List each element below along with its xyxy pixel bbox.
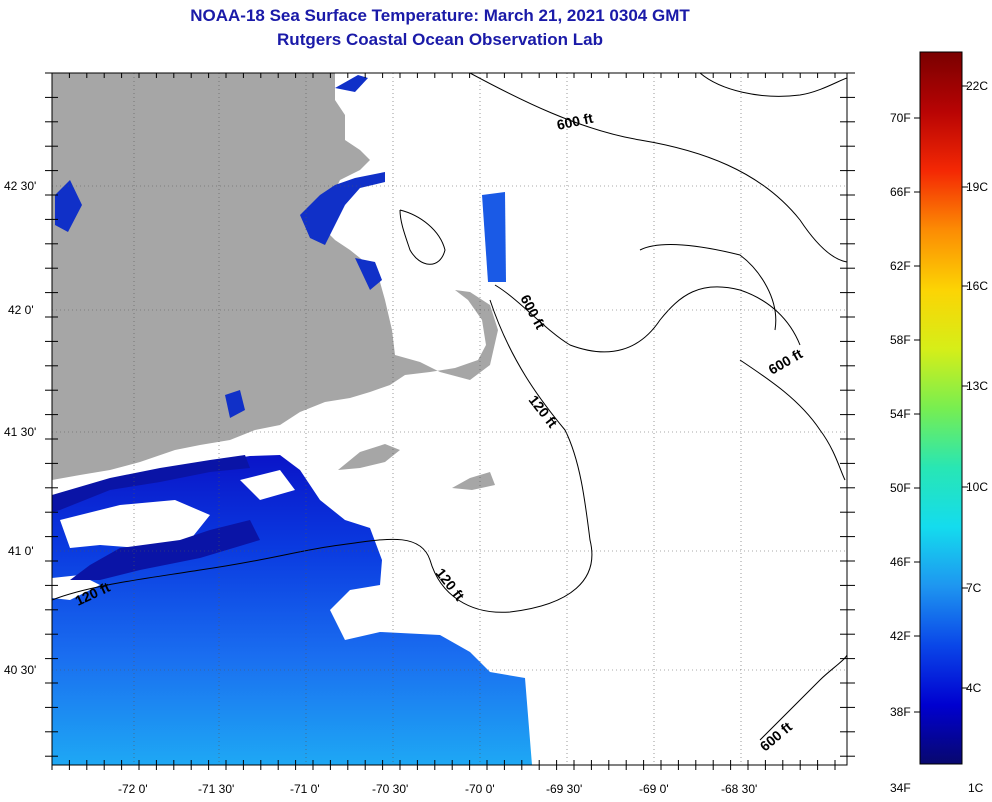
sst-coast-patch-3 xyxy=(55,180,82,232)
colorbar-f-label: 50F xyxy=(890,481,911,495)
sst-band-2 xyxy=(70,520,260,580)
lat-label: 41 30' xyxy=(4,425,36,439)
colorbar-f-label: 58F xyxy=(890,333,911,347)
island-nantucket xyxy=(452,472,495,490)
colorbar-f-label: 66F xyxy=(890,185,911,199)
lon-label: -70 30' xyxy=(372,782,408,796)
sst-gap-2 xyxy=(240,470,295,500)
colorbar-f-label: 54F xyxy=(890,407,911,421)
lon-label: -69 30' xyxy=(546,782,582,796)
lon-label: -70 0' xyxy=(465,782,495,796)
contour-label-600ft: 600 ft xyxy=(555,110,594,133)
latitude-axis: 42 30' 42 0' 41 30' 41 0' 40 30' xyxy=(4,179,36,677)
colorbar: 70F 66F 62F 58F 54F 50F 46F 42F 38F 34F … xyxy=(890,51,988,795)
lat-label: 41 0' xyxy=(8,544,34,558)
colorbar-f-label: 46F xyxy=(890,555,911,569)
map-area: 600 ft 600 ft 600 ft 600 ft 120 ft 120 f… xyxy=(52,73,847,765)
lon-label: -71 30' xyxy=(198,782,234,796)
map-title: NOAA-18 Sea Surface Temperature: March 2… xyxy=(190,6,690,25)
colorbar-c-label: 4C xyxy=(966,681,982,695)
axis-ticks xyxy=(45,72,855,770)
colorbar-c-label: 22C xyxy=(966,79,988,93)
sst-coast-patch-2 xyxy=(355,258,382,290)
sst-coastal-band xyxy=(52,455,250,512)
lon-label: -71 0' xyxy=(290,782,320,796)
lon-label: -68 30' xyxy=(721,782,757,796)
longitude-axis: -72 0' -71 30' -71 0' -70 30' -70 0' -69… xyxy=(118,782,757,796)
colorbar-c-label: 16C xyxy=(966,279,988,293)
colorbar-c-label: 13C xyxy=(966,379,988,393)
colorbar-f-label: 62F xyxy=(890,259,911,273)
lon-label: -72 0' xyxy=(118,782,148,796)
colorbar-f-label: 70F xyxy=(890,111,911,125)
colorbar-c-label: 1C xyxy=(968,781,984,795)
colorbar-gradient xyxy=(919,51,963,765)
lat-label: 40 30' xyxy=(4,663,36,677)
colorbar-ticks xyxy=(914,85,968,713)
sst-coast-patch-1 xyxy=(300,172,385,245)
sst-gulf-strip xyxy=(482,192,506,282)
colorbar-c-label: 7C xyxy=(966,581,982,595)
sst-coast-patch-5 xyxy=(335,75,368,92)
colorbar-c-label: 19C xyxy=(966,180,988,194)
colorbar-c-label: 10C xyxy=(966,480,988,494)
island-marthas-vineyard xyxy=(338,444,400,470)
colorbar-f-label: 34F xyxy=(890,781,911,795)
bathymetry-contours xyxy=(52,73,847,741)
sst-gap-3 xyxy=(52,575,100,600)
lon-label: -69 0' xyxy=(639,782,669,796)
land-new-england xyxy=(52,73,498,480)
lat-label: 42 0' xyxy=(8,303,34,317)
sst-gap-1 xyxy=(60,500,210,548)
colorbar-f-label: 42F xyxy=(890,629,911,643)
sst-coast-patch-4 xyxy=(225,390,245,418)
map-frame xyxy=(51,72,848,766)
graticule xyxy=(52,73,847,765)
map-subtitle: Rutgers Coastal Ocean Observation Lab xyxy=(277,30,603,49)
colorbar-f-label: 38F xyxy=(890,705,911,719)
lat-label: 42 30' xyxy=(4,179,36,193)
